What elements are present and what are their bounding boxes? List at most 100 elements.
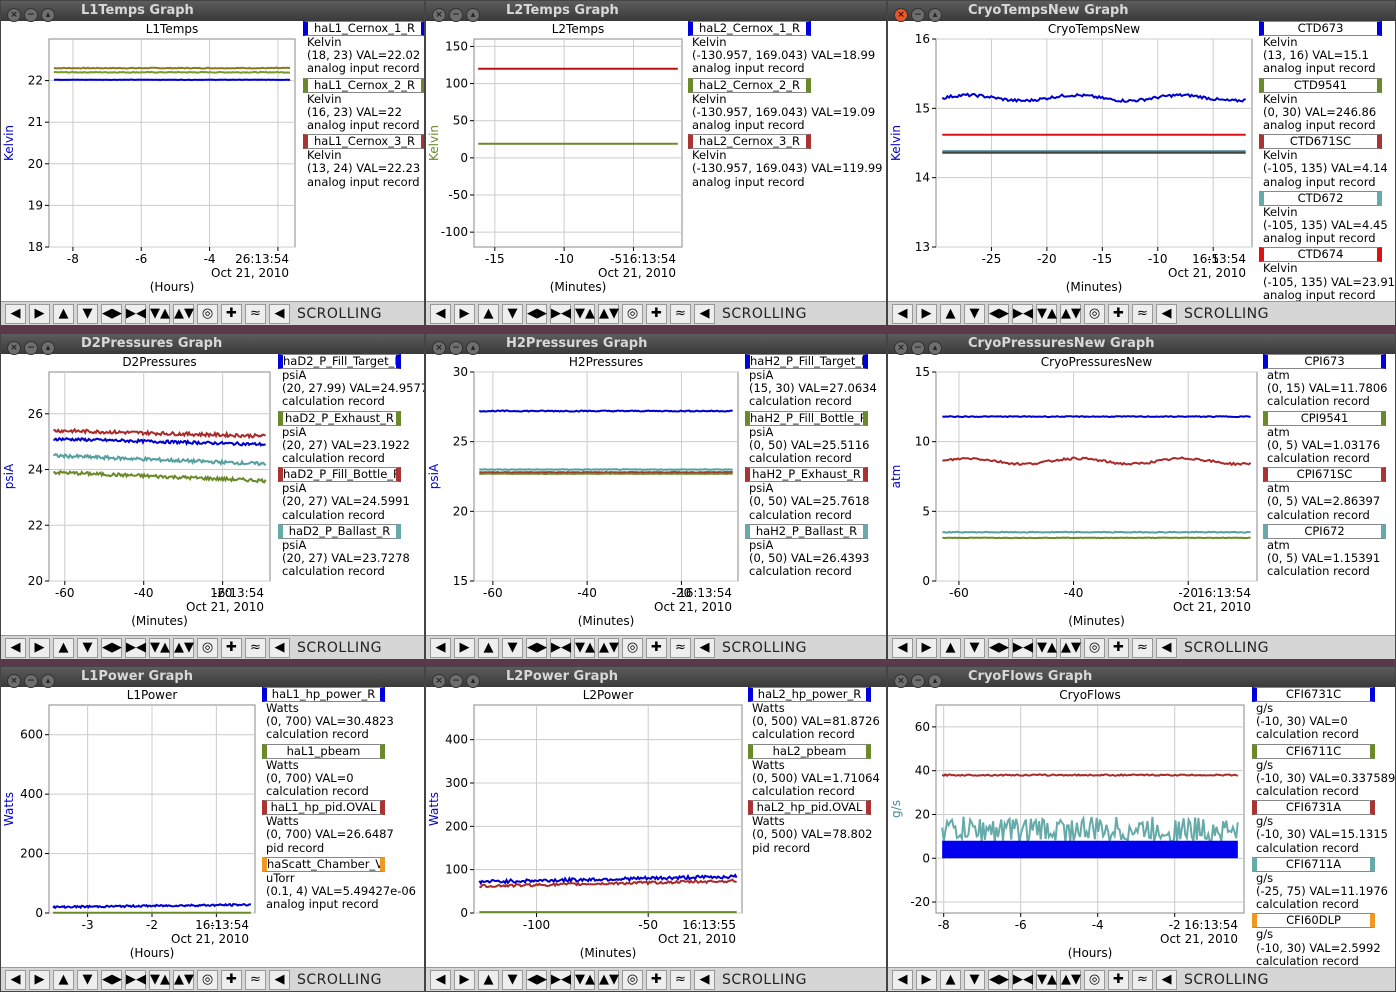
legend-item[interactable]: haL1_Cernox_3_R Kelvin (13, 24) VAL=22.23 a… <box>303 134 424 189</box>
plus-icon[interactable]: ✚ <box>1108 969 1129 990</box>
legend-item-name[interactable]: CFI6731A <box>1252 800 1375 816</box>
graph-window-l1power[interactable]: × − ▴ L1Power Graph L1Power 0 200 400 600 -3 -2 -1 1… <box>0 666 425 992</box>
legend-item-name[interactable]: CTD9541 <box>1259 77 1382 93</box>
plus-icon[interactable]: ✚ <box>1108 303 1129 324</box>
plot-l2temps[interactable]: L2Temps -100 -50 0 50 100 150 -15 -10 -516:13:54O… <box>426 21 688 303</box>
close-icon[interactable]: × <box>432 674 446 688</box>
circle-icon[interactable]: ◎ <box>197 303 218 324</box>
legend-item[interactable]: haL1_Cernox_1_R Kelvin (18, 23) VAL=22.02 a… <box>303 21 424 76</box>
legend-item[interactable]: CPI672 atm (0, 5) VAL=1.15391 calculation r… <box>1263 523 1386 579</box>
legend-item[interactable]: CTD671SC Kelvin (-105, 135) VAL=4.14 analog… <box>1259 134 1388 189</box>
minimize-icon[interactable]: − <box>449 341 463 355</box>
expand-vertical-icon[interactable]: ▼▲ <box>1036 303 1057 324</box>
legend-item-name[interactable]: haL1_pbeam <box>262 743 385 759</box>
scroll-icon[interactable]: ◀ <box>1156 969 1177 990</box>
legend-item[interactable]: CPI673 atm (0, 15) VAL=11.7806 calculation … <box>1263 354 1388 409</box>
graph-window-cryopress[interactable]: × − ▴ CryoPressuresNew Graph CryoPressuresNe… <box>887 333 1396 660</box>
legend-item-name[interactable]: haD2_P_Exhaust_R <box>278 410 401 426</box>
legend-item[interactable]: haD2_P_Fill_Bottle_R psiA (20, 27) VAL=24.… <box>278 467 410 522</box>
title-bar[interactable]: × − ▴ L1Temps Graph <box>1 1 424 22</box>
graph-window-d2press[interactable]: × − ▴ D2Pressures Graph D2Pressures 20 22 24 26 -… <box>0 333 425 660</box>
circle-icon[interactable]: ◎ <box>197 969 218 990</box>
legend-item[interactable]: haL1_hp_power_R Watts (0, 700) VAL=30.4823… <box>262 687 394 742</box>
legend-item-name[interactable]: haD2_P_Fill_Target_R <box>278 354 401 369</box>
maximize-icon[interactable]: ▴ <box>41 341 55 355</box>
circle-icon[interactable]: ◎ <box>622 637 643 658</box>
expand-horizontal-icon[interactable]: ◀▶ <box>101 303 122 324</box>
legend-item[interactable]: haL2_pbeam Watts (0, 500) VAL=1.71064 calcu… <box>748 743 880 799</box>
legend-item[interactable]: haL2_Cernox_2_R Kelvin (-130.957, 169.043)… <box>688 77 875 133</box>
arrow-up-icon[interactable]: ▲ <box>478 303 499 324</box>
expand-horizontal-icon[interactable]: ◀▶ <box>526 637 547 658</box>
scroll-icon[interactable]: ◀ <box>269 303 290 324</box>
arrow-up-icon[interactable]: ▲ <box>940 969 961 990</box>
compress-vertical-icon[interactable]: ▲▼ <box>1060 637 1081 658</box>
expand-horizontal-icon[interactable]: ◀▶ <box>101 637 122 658</box>
close-icon[interactable]: × <box>7 674 21 688</box>
arrow-down-icon[interactable]: ▼ <box>502 637 523 658</box>
circle-icon[interactable]: ◎ <box>1084 969 1105 990</box>
arrow-up-icon[interactable]: ▲ <box>53 303 74 324</box>
compress-horizontal-icon[interactable]: ▶◀ <box>550 637 571 658</box>
plus-icon[interactable]: ✚ <box>646 969 667 990</box>
legend-item[interactable]: CTD673 Kelvin (13, 16) VAL=15.1 analog inpu… <box>1259 21 1382 76</box>
legend-item[interactable]: haScatt_Chamber_Vac_RuTorr(0.1, 4) VAL=5… <box>262 856 416 912</box>
plus-icon[interactable]: ✚ <box>646 303 667 324</box>
arrow-left-icon[interactable]: ◀ <box>430 969 451 990</box>
plus-icon[interactable]: ✚ <box>221 969 242 990</box>
legend-item-name[interactable]: CPI671SC <box>1263 467 1386 483</box>
legend-item[interactable]: haL2_Cernox_3_R Kelvin (-130.957, 169.043)… <box>688 134 882 189</box>
maximize-icon[interactable]: ▴ <box>928 341 942 355</box>
circle-icon[interactable]: ◎ <box>622 303 643 324</box>
legend-item[interactable]: CFI6731A g/s (-10, 30) VAL=15.1315 calculat… <box>1252 800 1388 855</box>
plus-icon[interactable]: ✚ <box>221 637 242 658</box>
compress-horizontal-icon[interactable]: ▶◀ <box>1012 969 1033 990</box>
expand-horizontal-icon[interactable]: ◀▶ <box>988 969 1009 990</box>
title-bar[interactable]: × − ▴ CryoPressuresNew Graph <box>888 334 1395 355</box>
legend-item[interactable]: haD2_P_Ballast_R psiA (20, 27) VAL=23.7278… <box>278 523 410 579</box>
arrow-up-icon[interactable]: ▲ <box>940 303 961 324</box>
graph-icon[interactable]: ≈ <box>670 303 691 324</box>
close-icon[interactable]: × <box>7 341 21 355</box>
legend-item-name[interactable]: haL1_Cernox_1_R <box>303 21 424 36</box>
arrow-left-icon[interactable]: ◀ <box>892 303 913 324</box>
arrow-down-icon[interactable]: ▼ <box>77 969 98 990</box>
circle-icon[interactable]: ◎ <box>197 637 218 658</box>
maximize-icon[interactable]: ▴ <box>41 674 55 688</box>
close-icon[interactable]: × <box>894 8 908 22</box>
graph-window-l1temps[interactable]: × − ▴ L1Temps Graph L1Temps 18 19 20 21 22 -8 -6 -4 2… <box>0 0 425 326</box>
expand-horizontal-icon[interactable]: ◀▶ <box>988 637 1009 658</box>
minimize-icon[interactable]: − <box>911 674 925 688</box>
compress-vertical-icon[interactable]: ▲▼ <box>598 969 619 990</box>
arrow-down-icon[interactable]: ▼ <box>502 303 523 324</box>
compress-vertical-icon[interactable]: ▲▼ <box>173 637 194 658</box>
expand-vertical-icon[interactable]: ▼▲ <box>574 637 595 658</box>
compress-vertical-icon[interactable]: ▲▼ <box>1060 303 1081 324</box>
legend-item-name[interactable]: haH2_P_Exhaust_R <box>745 467 868 483</box>
legend-item[interactable]: haH2_P_Fill_Bottle_R psiA (0, 50) VAL=25.5… <box>745 410 870 466</box>
arrow-right-icon[interactable]: ▶ <box>29 637 50 658</box>
title-bar[interactable]: × − ▴ CryoTempsNew Graph <box>888 1 1395 22</box>
graph-icon[interactable]: ≈ <box>670 969 691 990</box>
scroll-icon[interactable]: ◀ <box>1156 637 1177 658</box>
expand-vertical-icon[interactable]: ▼▲ <box>149 303 170 324</box>
compress-horizontal-icon[interactable]: ▶◀ <box>125 303 146 324</box>
plus-icon[interactable]: ✚ <box>1108 637 1129 658</box>
scroll-icon[interactable]: ◀ <box>694 637 715 658</box>
plot-cryotemps[interactable]: CryoTempsNew 13 14 15 16 -25 -20 -15 -10 -516:13:… <box>888 21 1258 303</box>
arrow-up-icon[interactable]: ▲ <box>53 637 74 658</box>
scroll-icon[interactable]: ◀ <box>694 969 715 990</box>
graph-window-l2temps[interactable]: × − ▴ L2Temps Graph L2Temps -100 -50 0 50 100 150 -… <box>425 0 887 326</box>
legend-item-name[interactable]: haL2_hp_pid.OVAL <box>748 800 871 816</box>
compress-horizontal-icon[interactable]: ▶◀ <box>550 969 571 990</box>
close-icon[interactable]: × <box>7 8 21 22</box>
legend-item[interactable]: CTD9541 Kelvin (0, 30) VAL=246.86 analog in… <box>1259 77 1382 133</box>
close-icon[interactable]: × <box>894 341 908 355</box>
graph-icon[interactable]: ≈ <box>1132 637 1153 658</box>
legend-item-name[interactable]: CFI6731C <box>1252 687 1375 702</box>
legend-item[interactable]: CFI6711A g/s (-25, 75) VAL=11.1976 calculat… <box>1252 856 1388 912</box>
arrow-right-icon[interactable]: ▶ <box>916 303 937 324</box>
minimize-icon[interactable]: − <box>449 8 463 22</box>
